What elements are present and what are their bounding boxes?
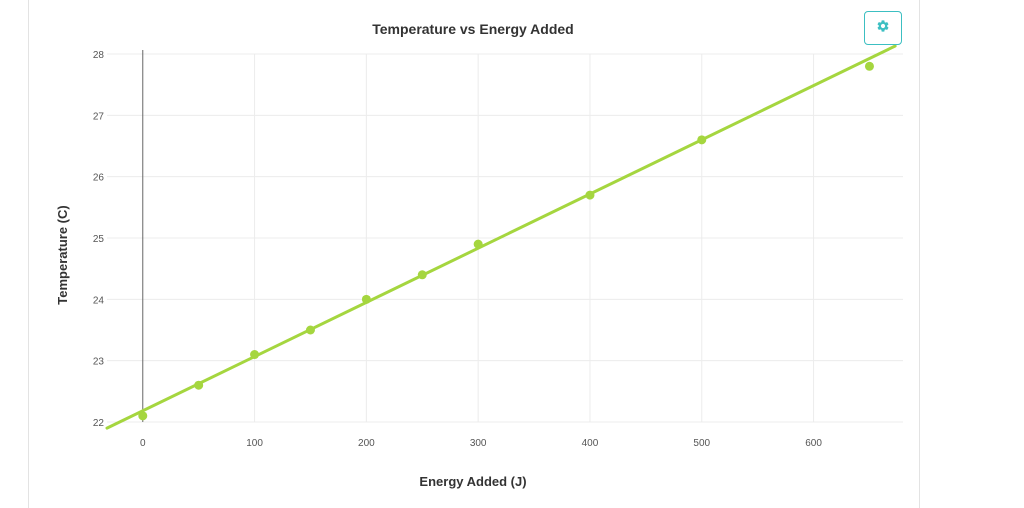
y-tick-labels: 22 23 24 25 26 27 28 [93,50,105,429]
x-tick-label: 300 [470,438,487,449]
y-tick-label: 27 [93,111,105,122]
y-tick-label: 22 [93,418,105,429]
chart: 0 100 200 300 400 500 600 22 23 24 25 26 27 28 Tempe… [55,21,903,489]
y-tick-label: 28 [93,50,105,61]
y-tick-label: 26 [93,173,105,184]
data-point [585,190,595,200]
x-tick-label: 400 [582,438,599,449]
y-tick-label: 25 [93,234,105,245]
data-point [194,380,204,390]
data-points [138,61,874,421]
grid-lines [107,53,903,423]
chart-card [28,0,920,508]
data-point [361,294,371,304]
y-tick-label: 24 [93,295,105,306]
data-point [473,239,483,249]
y-axis-title: Temperature (C) [55,205,70,304]
data-point [250,350,260,360]
trend-line [105,44,897,430]
data-point [138,411,148,421]
chart-title: Temperature vs Energy Added [372,21,574,37]
x-tick-label: 200 [358,438,375,449]
trend-line-layer [105,44,897,430]
settings-button[interactable] [864,11,902,45]
x-tick-label: 100 [246,438,263,449]
data-point [417,270,427,280]
data-point [697,135,707,145]
x-tick-label: 500 [693,438,710,449]
gear-icon [876,19,890,38]
y-tick-label: 23 [93,357,105,368]
data-point [864,61,874,71]
x-axis-title: Energy Added (J) [419,474,526,489]
x-tick-labels: 0 100 200 300 400 500 600 [140,438,822,449]
x-tick-label: 0 [140,438,146,449]
data-point [305,325,315,335]
x-tick-label: 600 [805,438,822,449]
